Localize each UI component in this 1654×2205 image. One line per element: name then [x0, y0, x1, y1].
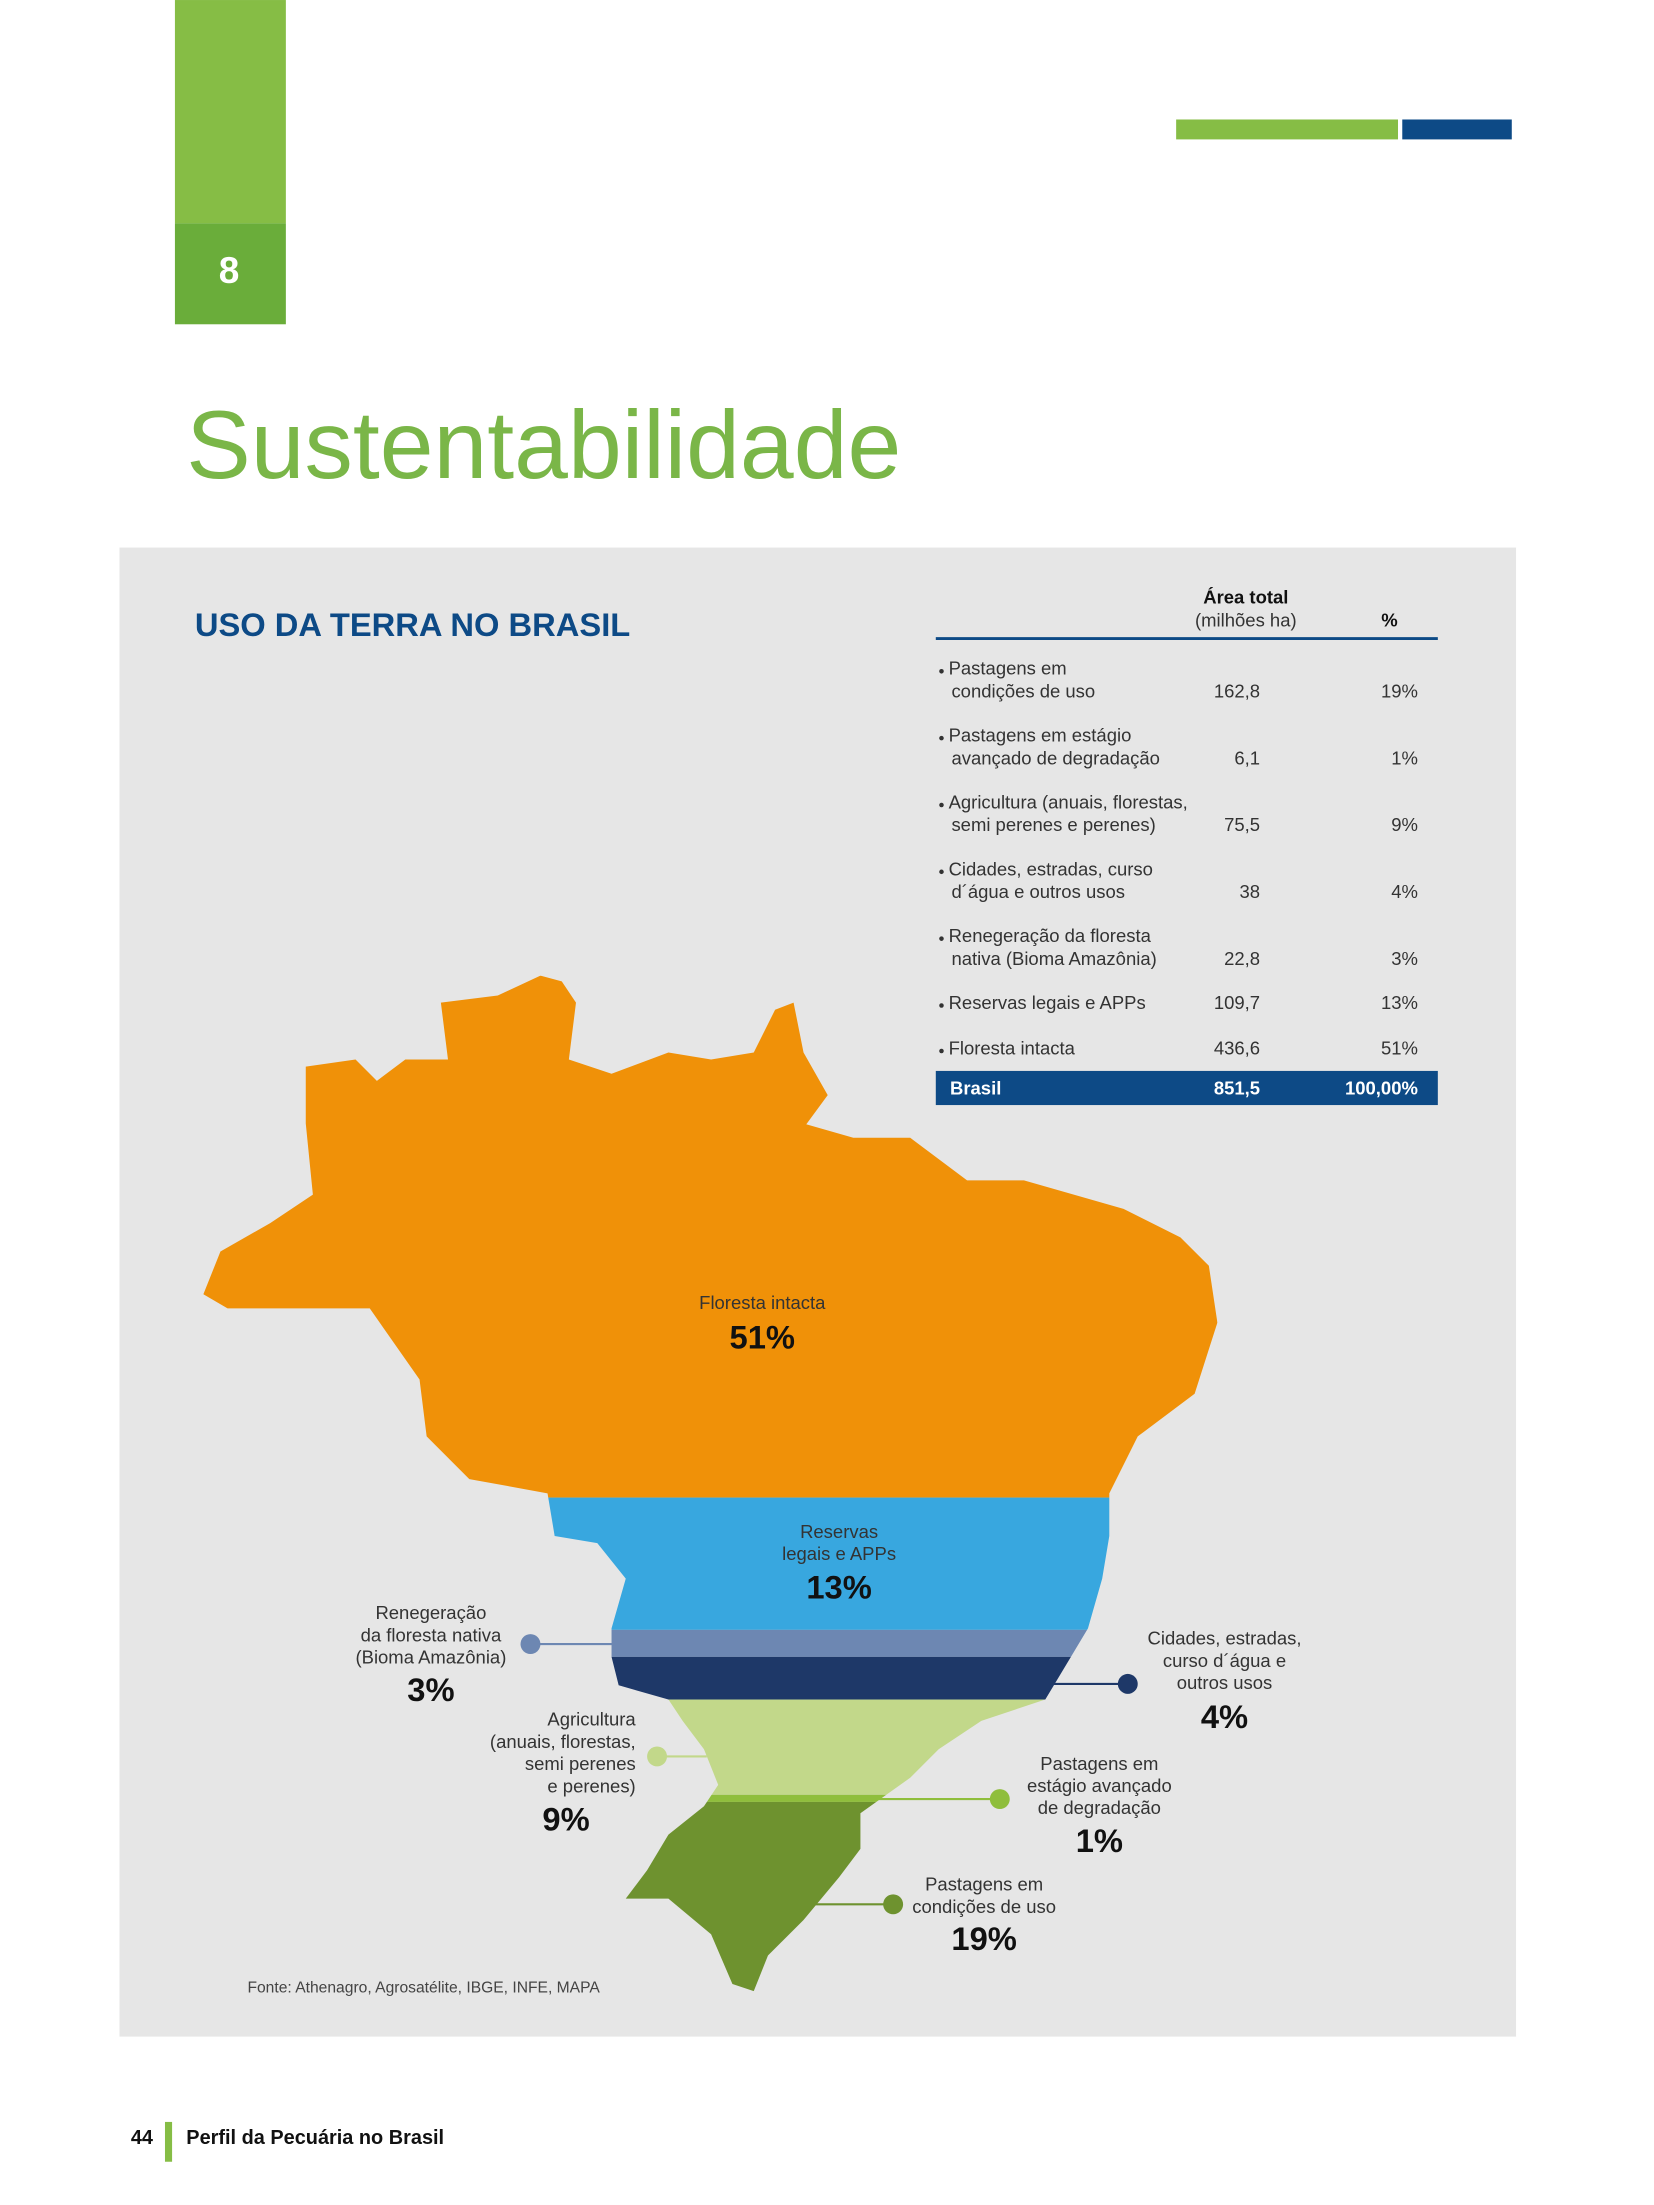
map-label: e perenes)	[547, 1775, 635, 1796]
row-label: Renegeração da floresta	[949, 925, 1152, 946]
map-value: 1%	[1076, 1822, 1123, 1859]
map-label: (anuais, florestas,	[490, 1731, 636, 1752]
bullet	[939, 1048, 944, 1054]
row-label: Cidades, estradas, curso	[949, 858, 1153, 879]
bullet	[939, 802, 944, 808]
map-label: legais e APPs	[782, 1543, 896, 1564]
footer-title: Perfil da Pecuária no Brasil	[186, 2127, 444, 2149]
column-header: Área total	[1203, 587, 1288, 608]
map-label: semi perenes	[525, 1753, 636, 1774]
column-unit: (milhões ha)	[1195, 609, 1297, 630]
map-value: 4%	[1201, 1698, 1248, 1735]
row-area: 22,8	[1224, 948, 1260, 969]
section-title: USO DA TERRA NO BRASIL	[195, 606, 630, 643]
map-value: 19%	[951, 1920, 1016, 1957]
total-label: Brasil	[950, 1077, 1001, 1098]
bullet	[939, 669, 944, 674]
row-label: Pastagens em estágio	[949, 725, 1132, 746]
row-area: 75,5	[1224, 814, 1260, 835]
leader-dot	[647, 1746, 668, 1767]
map-label: Reservas	[800, 1521, 878, 1542]
map-label: outros usos	[1177, 1672, 1272, 1693]
row-label: condições de uso	[951, 681, 1095, 702]
column-header: %	[1381, 609, 1397, 630]
chapter-number: 8	[219, 250, 240, 291]
leaders	[520, 1634, 1138, 1915]
row-area: 6,1	[1234, 747, 1260, 768]
row-label: Floresta intacta	[949, 1037, 1076, 1058]
row-area: 436,6	[1214, 1037, 1260, 1058]
deco-bar	[1402, 119, 1512, 140]
map-label: Cidades, estradas,	[1148, 1628, 1302, 1649]
map-value: 51%	[730, 1318, 795, 1355]
row-area: 38	[1240, 881, 1261, 902]
bullet	[939, 1003, 944, 1008]
leader-dot	[520, 1634, 541, 1655]
leader-dot	[1117, 1673, 1138, 1694]
leader-dot	[989, 1789, 1010, 1810]
row-label: Reservas legais e APPs	[949, 992, 1146, 1013]
map-label: estágio avançado	[1027, 1775, 1172, 1796]
bullet	[939, 936, 944, 941]
row-percent: 19%	[1381, 681, 1418, 702]
bullet	[939, 869, 944, 875]
row-percent: 3%	[1391, 948, 1418, 969]
map-value: 13%	[806, 1569, 871, 1606]
bullet	[939, 735, 944, 741]
total-percent: 100,00%	[1345, 1077, 1418, 1098]
chapter-bar	[174, 0, 286, 224]
row-percent: 51%	[1381, 1037, 1418, 1058]
map-label: Agricultura	[547, 1709, 636, 1730]
row-label: d´água e outros usos	[951, 881, 1125, 902]
row-percent: 13%	[1381, 992, 1418, 1013]
deco-bar	[1176, 119, 1399, 140]
row-label: nativa (Bioma Amazônia)	[951, 948, 1156, 969]
row-area: 162,8	[1214, 681, 1260, 702]
total-area: 851,5	[1214, 1077, 1260, 1098]
map-label: Floresta intacta	[699, 1292, 826, 1313]
page-title: Sustentabilidade	[186, 391, 901, 499]
map-label: Renegeração	[375, 1602, 486, 1623]
row-label: Agricultura (anuais, florestas,	[949, 791, 1188, 812]
map-value: 3%	[407, 1671, 454, 1708]
page-number: 44	[131, 2127, 153, 2149]
map-band	[203, 1794, 1218, 1802]
map-label: Pastagens em	[1040, 1753, 1158, 1774]
map-label: curso d´água e	[1163, 1650, 1286, 1671]
chapter-box	[174, 223, 286, 325]
row-percent: 9%	[1391, 814, 1418, 835]
row-area: 109,7	[1214, 992, 1260, 1013]
leader-dot	[883, 1894, 904, 1915]
total-row	[935, 1070, 1438, 1106]
source: Fonte: Athenagro, Agrosatélite, IBGE, IN…	[247, 1979, 600, 1996]
map-label: condições de uso	[912, 1896, 1056, 1917]
row-label: avançado de degradação	[951, 747, 1159, 768]
row-label: Pastagens em	[949, 658, 1067, 679]
footer-bar	[164, 2121, 173, 2162]
map-value: 9%	[542, 1800, 589, 1837]
map-label: Pastagens em	[925, 1874, 1043, 1895]
map-label: de degradação	[1038, 1797, 1161, 1818]
row-label: semi perenes e perenes)	[951, 814, 1155, 835]
table: Área total (milhões ha) % Brasil 851,5 1…	[935, 587, 1438, 1106]
map-label: (Bioma Amazônia)	[355, 1646, 506, 1667]
row-percent: 4%	[1391, 881, 1418, 902]
row-percent: 1%	[1391, 747, 1418, 768]
map-label: da floresta nativa	[361, 1624, 502, 1645]
